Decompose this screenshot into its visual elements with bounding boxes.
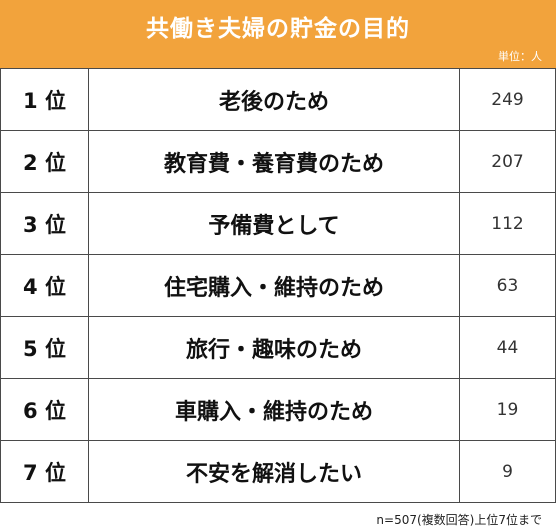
table-row: 1 位 老後のため 249 bbox=[1, 68, 555, 131]
rank-cell: 3 位 bbox=[1, 193, 89, 254]
count-cell: 9 bbox=[502, 461, 513, 482]
purpose-cell: 旅行・趣味のため bbox=[89, 317, 460, 378]
count-cell: 19 bbox=[496, 399, 519, 420]
unit-label: 単位：人 bbox=[498, 50, 542, 63]
count-cell: 112 bbox=[491, 213, 524, 234]
table-row: 5 位 旅行・趣味のため 44 bbox=[1, 317, 555, 379]
table-row: 6 位 車購入・維持のため 19 bbox=[1, 379, 555, 441]
table-row: 3 位 予備費として 112 bbox=[1, 193, 555, 255]
footnote: n=507(複数回答)上位7位まで bbox=[376, 513, 542, 527]
rank-cell: 4 位 bbox=[1, 255, 89, 316]
purpose-cell: 教育費・養育費のため bbox=[89, 131, 460, 192]
count-cell: 44 bbox=[496, 337, 519, 358]
count-cell: 207 bbox=[491, 151, 524, 172]
rank-cell: 2 位 bbox=[1, 131, 89, 192]
table-row: 7 位 不安を解消したい 9 bbox=[1, 441, 555, 503]
count-cell: 63 bbox=[496, 275, 519, 296]
purpose-cell: 車購入・維持のため bbox=[89, 379, 460, 440]
purpose-cell: 老後のため bbox=[89, 69, 460, 130]
table-header: 共働き夫婦の貯金の目的 単位：人 bbox=[0, 0, 556, 68]
rank-cell: 6 位 bbox=[1, 379, 89, 440]
purpose-cell: 住宅購入・維持のため bbox=[89, 255, 460, 316]
rank-cell: 1 位 bbox=[1, 69, 89, 130]
rank-cell: 5 位 bbox=[1, 317, 89, 378]
purpose-cell: 予備費として bbox=[89, 193, 460, 254]
chart-title: 共働き夫婦の貯金の目的 bbox=[146, 16, 410, 42]
ranking-table: 1 位 老後のため 249 2 位 教育費・養育費のため 207 3 位 予備費… bbox=[0, 68, 556, 503]
count-cell: 249 bbox=[491, 89, 524, 110]
purpose-cell: 不安を解消したい bbox=[89, 441, 460, 502]
table-row: 4 位 住宅購入・維持のため 63 bbox=[1, 255, 555, 317]
table-row: 2 位 教育費・養育費のため 207 bbox=[1, 131, 555, 193]
rank-cell: 7 位 bbox=[1, 441, 89, 502]
